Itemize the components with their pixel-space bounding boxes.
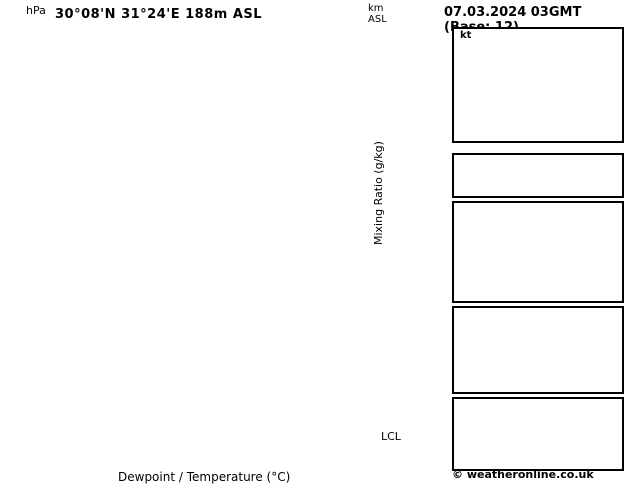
hodograph-units-label: kt (460, 30, 472, 41)
x-axis-label: Dewpoint / Temperature (°C) (118, 470, 291, 484)
copyright-footer: © weatheronline.co.uk (452, 468, 594, 481)
station-coordinates: 30°08'N 31°24'E 188m ASL (55, 7, 263, 22)
surface-panel (452, 201, 624, 303)
indices-panel (452, 153, 624, 198)
pressure-axis-unit: hPa (26, 4, 46, 17)
hodograph-plot (454, 29, 622, 141)
mixing-ratio-axis-label: Mixing Ratio (g/kg) (372, 141, 385, 245)
lcl-label: LCL (381, 430, 401, 443)
altitude-unit-km: km (368, 3, 384, 14)
skewt-canvas (33, 43, 366, 455)
hodograph-panel (452, 27, 624, 143)
altitude-axis-unit: km ASL (368, 3, 387, 25)
skewt-diagram (33, 43, 366, 455)
most-unstable-panel (452, 306, 624, 394)
altitude-unit-asl: ASL (368, 14, 387, 25)
hodograph-stats-panel (452, 397, 624, 471)
